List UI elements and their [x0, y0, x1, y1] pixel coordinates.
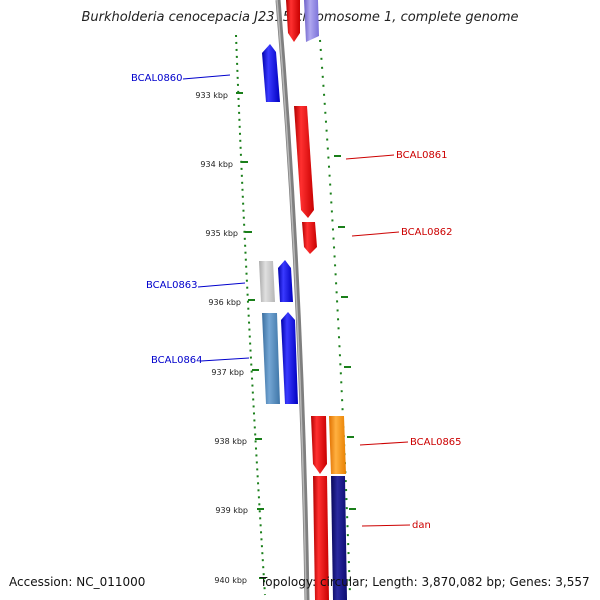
- gene-feature-bcal0864-steelblue[interactable]: [262, 313, 280, 404]
- tick-mark: [255, 438, 262, 440]
- tick-label: 940 kbp: [214, 576, 247, 585]
- connector-bcal0864: [200, 357, 250, 362]
- gene-label-bcal0863[interactable]: BCAL0863: [146, 280, 198, 291]
- connector-dan: [361, 524, 411, 527]
- gene-feature-dan-navy[interactable]: [331, 476, 347, 600]
- tick-label: 936 kbp: [208, 298, 241, 307]
- tick-937: 937 kbp: [211, 368, 259, 377]
- gene-feature-bcal0861[interactable]: [294, 106, 314, 218]
- gene-feature-bcal0865-orange[interactable]: [329, 416, 346, 474]
- tick-label: 938 kbp: [214, 437, 247, 446]
- tick-label: 934 kbp: [200, 160, 233, 169]
- tick-934: 934 kbp: [200, 160, 248, 169]
- gene-label-bcal0865[interactable]: BCAL0865: [410, 437, 462, 448]
- genome-summary-text: Topology: circular; Length: 3,870,082 bp…: [260, 575, 590, 589]
- tick-mark: [241, 161, 248, 163]
- tick-939: 939 kbp: [215, 506, 264, 515]
- gene-label-bcal0861[interactable]: BCAL0861: [396, 150, 448, 161]
- tick-935: 935 kbp: [205, 229, 252, 238]
- tick-940: 940 kbp: [214, 576, 266, 585]
- tick-mark: [259, 577, 266, 579]
- genome-backbone: [275, 0, 310, 600]
- genome-backbone-highlight: [276, 0, 307, 600]
- gene-feature-bcal0860[interactable]: [262, 44, 280, 102]
- connector-bcal0860: [182, 74, 231, 80]
- tick-label: 935 kbp: [205, 229, 238, 238]
- tick-label: 939 kbp: [215, 506, 248, 515]
- gene-feature-top-red[interactable]: [286, 0, 300, 42]
- outer-ticks: [334, 155, 356, 510]
- tick-938: 938 kbp: [214, 437, 262, 446]
- tick-936: 936 kbp: [208, 298, 255, 307]
- gene-feature-dan[interactable]: [313, 476, 329, 600]
- gene-feature-bcal0863[interactable]: [278, 260, 293, 302]
- tick-mark: [245, 231, 252, 233]
- tick-mark: [252, 369, 259, 371]
- gene-feature-bcal0864[interactable]: [281, 312, 298, 404]
- tick-933: 933 kbp: [195, 91, 243, 100]
- tick-label: 937 kbp: [211, 368, 244, 377]
- gene-label-bcal0862[interactable]: BCAL0862: [401, 227, 453, 238]
- tick-mark: [257, 508, 264, 510]
- tick-group: 933 kbp 934 kbp 935 kbp 936 kbp 937 kbp …: [195, 91, 266, 585]
- connector-bcal0861: [345, 154, 395, 160]
- gene-feature-bcal0863-gray[interactable]: [259, 261, 275, 302]
- outer-ruler: [319, 39, 351, 596]
- gene-label-bcal0860[interactable]: BCAL0860: [131, 73, 183, 84]
- gene-label-bcal0864[interactable]: BCAL0864: [151, 355, 203, 366]
- gene-label-dan[interactable]: dan: [412, 520, 431, 531]
- gene-feature-bcal0865[interactable]: [311, 416, 327, 474]
- gene-feature-top-lavender[interactable]: [304, 0, 319, 42]
- connector-bcal0862: [351, 231, 400, 237]
- tick-label: 933 kbp: [195, 91, 228, 100]
- connector-bcal0863: [197, 282, 246, 288]
- connector-bcal0865: [359, 441, 409, 446]
- tick-mark: [236, 92, 243, 94]
- gene-feature-bcal0862[interactable]: [302, 222, 317, 254]
- tick-mark: [248, 299, 255, 301]
- accession-text: Accession: NC_011000: [9, 575, 146, 589]
